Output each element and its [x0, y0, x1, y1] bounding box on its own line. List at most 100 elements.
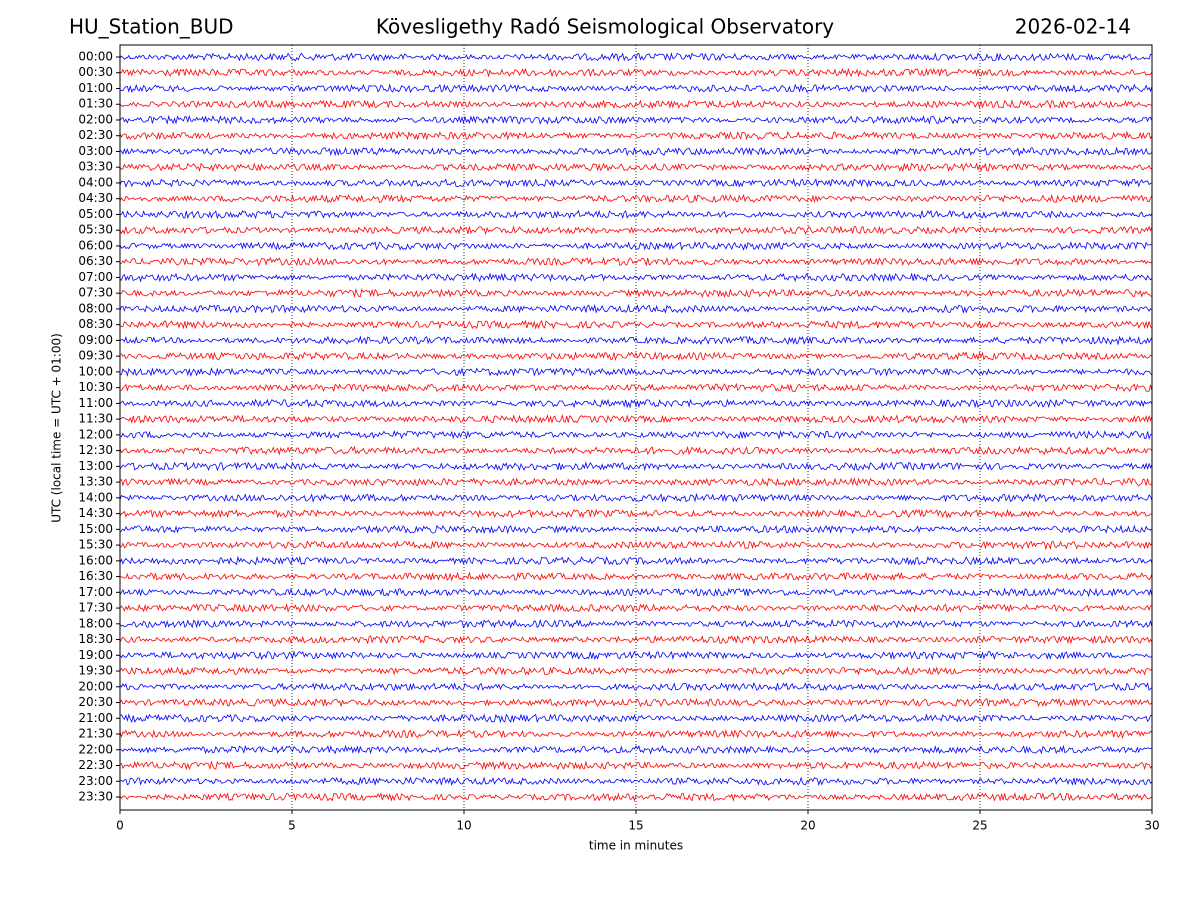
y-tick-label: 13:00: [78, 459, 113, 473]
trace: [119, 508, 1153, 519]
trace: [119, 697, 1153, 708]
y-tick-label: 19:00: [78, 648, 113, 662]
y-tick-label: 08:30: [78, 317, 113, 331]
trace: [119, 335, 1153, 346]
trace: [119, 555, 1153, 566]
y-tick-label: 10:30: [78, 380, 113, 394]
y-tick-label: 02:00: [78, 112, 113, 126]
trace: [119, 524, 1153, 535]
y-tick-label: 05:30: [78, 223, 113, 237]
y-tick-label: 15:30: [78, 538, 113, 552]
y-tick-label: 09:30: [78, 349, 113, 363]
y-axis-label: UTC (local time = UTC + 01:00): [50, 333, 64, 523]
y-tick-label: 18:30: [78, 632, 113, 646]
y-tick-label: 11:30: [78, 412, 113, 426]
y-tick-label: 04:30: [78, 191, 113, 205]
y-tick-label: 00:00: [78, 50, 113, 64]
y-tick-label: 06:30: [78, 254, 113, 268]
y-tick-label: 17:30: [78, 601, 113, 615]
trace: [119, 367, 1153, 377]
trace: [119, 571, 1153, 582]
trace: [120, 288, 1153, 299]
y-tick-label: 23:30: [78, 790, 113, 804]
y-tick-label: 20:00: [78, 679, 113, 693]
y-tick-label: 21:00: [78, 711, 113, 725]
y-tick-label: 08:00: [78, 301, 113, 315]
y-tick-label: 09:00: [78, 333, 113, 347]
chart-title: Kövesligethy Radó Seismological Observat…: [376, 15, 834, 39]
x-tick-label: 20: [800, 819, 815, 833]
trace: [119, 603, 1152, 613]
y-tick-label: 16:00: [78, 553, 113, 567]
trace: [119, 650, 1153, 661]
trace: [119, 178, 1153, 189]
trace: [119, 130, 1153, 141]
trace: [119, 682, 1153, 692]
y-tick-label: 20:30: [78, 695, 113, 709]
trace: [119, 744, 1152, 755]
trace: [119, 303, 1153, 315]
y-tick-label: 01:00: [78, 81, 113, 95]
y-tick-label: 22:30: [78, 758, 113, 772]
y-tick-label: 07:00: [78, 270, 113, 284]
y-tick-label: 21:30: [78, 727, 113, 741]
y-tick-label: 12:30: [78, 443, 113, 457]
trace: [119, 713, 1152, 724]
trace: [119, 760, 1153, 771]
y-tick-label: 02:30: [78, 128, 113, 142]
plot-frame: [119, 44, 1153, 811]
trace: [119, 52, 1153, 63]
x-tick-label: 15: [628, 819, 643, 833]
trace: [119, 99, 1153, 110]
trace: [119, 240, 1153, 251]
x-tick-label: 5: [288, 819, 296, 833]
trace: [119, 634, 1153, 645]
x-axis-label: time in minutes: [589, 839, 683, 853]
x-tick-label: 10: [456, 819, 471, 833]
y-tick-label: 00:30: [78, 65, 113, 79]
trace: [119, 272, 1153, 283]
x-tick-label: 0: [116, 819, 124, 833]
trace: [119, 492, 1153, 503]
trace: [119, 666, 1153, 676]
x-tick-label: 30: [1144, 819, 1159, 833]
trace: [119, 398, 1153, 409]
trace: [119, 162, 1153, 173]
y-tick-label: 07:30: [78, 286, 113, 300]
y-tick-label: 06:00: [78, 238, 113, 252]
y-tick-label: 10:00: [78, 364, 113, 378]
trace: [119, 256, 1153, 267]
y-tick-label: 11:00: [78, 396, 113, 410]
trace: [119, 587, 1153, 598]
y-tick-label: 13:30: [78, 475, 113, 489]
trace: [119, 146, 1153, 157]
trace: [119, 382, 1153, 393]
station-label: HU_Station_BUD: [69, 15, 234, 39]
trace: [119, 429, 1153, 440]
y-tick-label: 12:00: [78, 427, 113, 441]
y-tick-label: 22:00: [78, 742, 113, 756]
trace: [119, 776, 1153, 787]
trace: [119, 618, 1153, 629]
date-label: 2026-02-14: [1015, 15, 1131, 39]
y-tick-label: 01:30: [78, 97, 113, 111]
trace: [119, 540, 1153, 551]
trace: [119, 477, 1153, 487]
y-tick-label: 19:30: [78, 664, 113, 678]
y-tick-label: 15:00: [78, 522, 113, 536]
trace: [119, 319, 1153, 330]
trace: [119, 209, 1153, 220]
trace: [119, 729, 1153, 740]
trace: [119, 414, 1153, 424]
trace: [119, 461, 1153, 472]
y-tick-label: 04:00: [78, 175, 113, 189]
y-tick-label: 03:30: [78, 160, 113, 174]
trace: [119, 791, 1153, 802]
trace: [119, 114, 1153, 125]
y-tick-label: 18:00: [78, 616, 113, 630]
trace: [119, 351, 1153, 362]
y-tick-label: 14:00: [78, 490, 113, 504]
trace: [119, 67, 1153, 78]
